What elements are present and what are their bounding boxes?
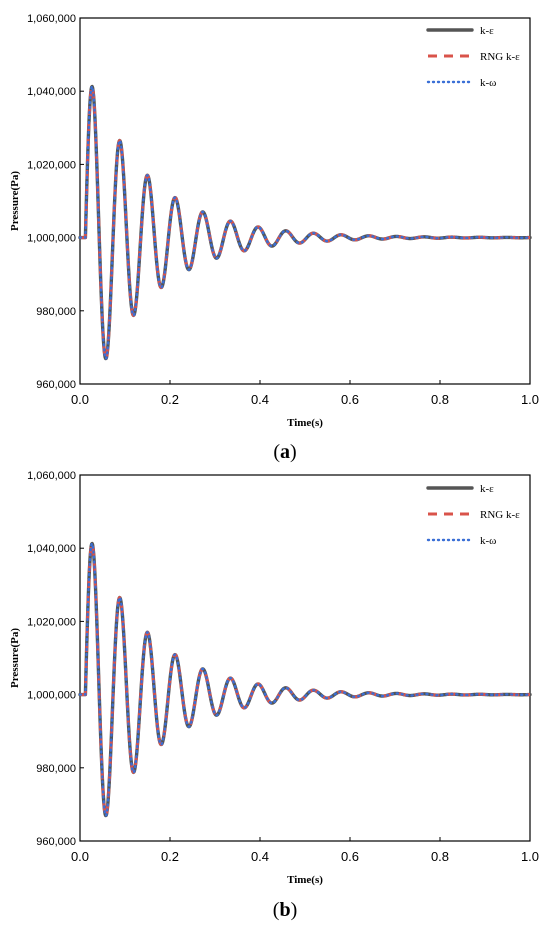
x-tick-label: 0.4 — [251, 392, 269, 407]
panel-caption-letter: b — [279, 899, 290, 921]
legend-label: k-ε — [480, 483, 494, 495]
x-tick-label: 0.6 — [341, 849, 359, 864]
y-tick-label: 960,000 — [36, 379, 76, 391]
plot-frame — [80, 475, 530, 841]
series-line-rng-k-epsilon — [80, 87, 530, 359]
y-tick-label: 960,000 — [36, 836, 76, 848]
y-tick-label: 1,060,000 — [27, 470, 76, 482]
plot-frame — [80, 18, 530, 384]
x-tick-label: 0.6 — [341, 392, 359, 407]
y-tick-label: 1,020,000 — [27, 616, 76, 628]
x-tick-label: 1.0 — [521, 392, 539, 407]
x-tick-label: 1.0 — [521, 849, 539, 864]
x-tick-label: 0.0 — [71, 849, 89, 864]
panel-caption-letter: a — [280, 441, 290, 463]
panel-caption: (a) — [273, 441, 296, 463]
legend-label: k-ω — [480, 77, 496, 89]
chart-panel-b: 960,000 980,000 1,000,000 1,020,000 1,040,00… — [9, 470, 539, 921]
x-tick-label: 0.0 — [71, 392, 89, 407]
x-tick-label: 0.4 — [251, 849, 269, 864]
y-tick-label: 1,000,000 — [27, 690, 76, 702]
panel-caption-close: ) — [291, 899, 298, 921]
chart-panel-a: 960,000 980,000 1,000,000 1,020,000 1,040,00… — [9, 13, 539, 463]
legend-label: RNG k-ε — [480, 51, 520, 63]
y-tick-label: 1,040,000 — [27, 86, 76, 98]
legend-label: k-ε — [480, 25, 494, 37]
y-tick-label: 980,000 — [36, 306, 76, 318]
x-tick-label: 0.2 — [161, 849, 179, 864]
series-line-k-epsilon — [80, 544, 530, 816]
series-line-k-omega — [80, 87, 530, 359]
legend-label: k-ω — [480, 535, 496, 547]
y-tick-label: 980,000 — [36, 763, 76, 775]
y-tick-label: 1,020,000 — [27, 159, 76, 171]
x-tick-label: 0.2 — [161, 392, 179, 407]
y-tick-label: 1,040,000 — [27, 543, 76, 555]
y-axis-title: Pressure(Pa) — [9, 171, 21, 231]
series-line-k-epsilon — [80, 87, 530, 359]
panel-caption-close: ) — [290, 441, 297, 463]
x-axis-title: Time(s) — [287, 874, 323, 886]
x-axis-title: Time(s) — [287, 417, 323, 429]
series-line-rng-k-epsilon — [80, 544, 530, 816]
y-axis-title: Pressure(Pa) — [9, 628, 21, 688]
y-tick-label: 1,000,000 — [27, 233, 76, 245]
series-line-k-omega — [80, 544, 530, 816]
y-tick-label: 1,060,000 — [27, 13, 76, 25]
legend-label: RNG k-ε — [480, 509, 520, 521]
x-tick-label: 0.8 — [431, 849, 449, 864]
panel-caption: (b) — [273, 899, 297, 921]
x-tick-label: 0.8 — [431, 392, 449, 407]
